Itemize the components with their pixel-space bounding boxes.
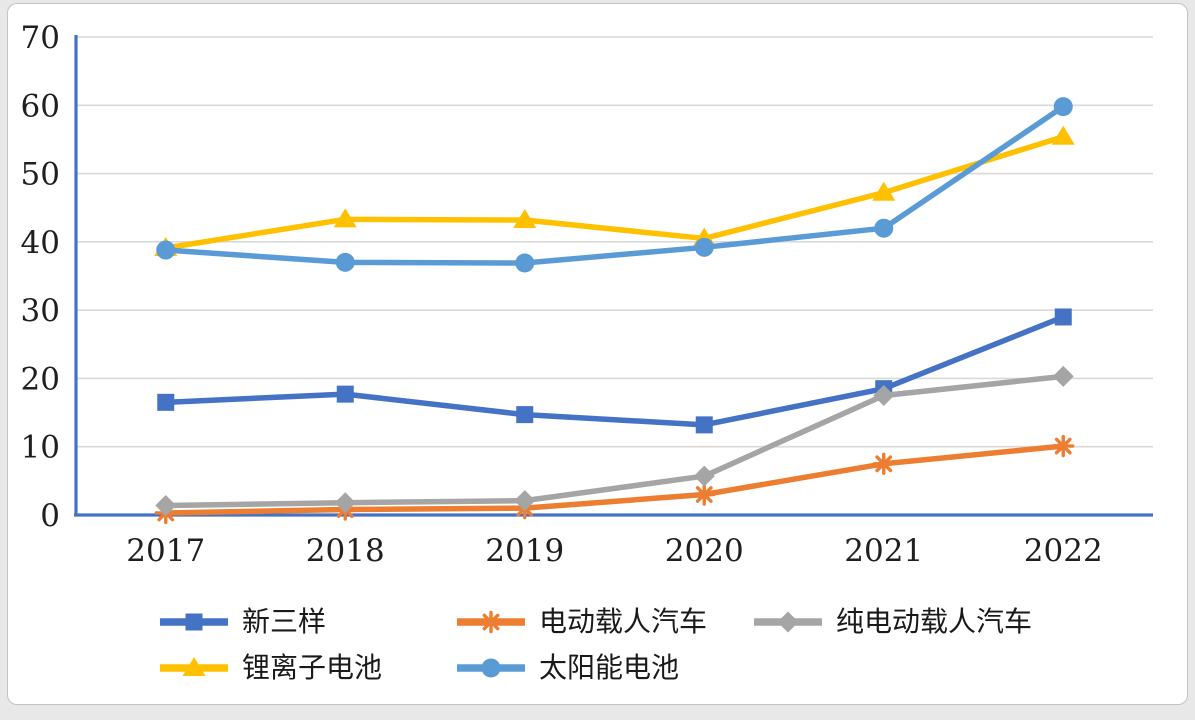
diamond-marker-icon: [155, 494, 177, 516]
y-tick-label: 20: [21, 361, 60, 397]
circle-marker-icon: [874, 218, 894, 238]
x-tick-label: 2020: [665, 533, 744, 569]
series-markers-3: [155, 365, 1074, 516]
square-marker-icon: [157, 393, 175, 411]
diamond-marker-icon: [1052, 365, 1074, 387]
y-tick-label: 30: [21, 293, 60, 329]
square-marker-icon: [1054, 308, 1072, 326]
y-tick-label: 40: [21, 225, 60, 261]
triangle-marker-icon: [333, 208, 357, 228]
square-marker-icon: [695, 416, 713, 434]
y-tick-label: 70: [21, 20, 60, 56]
square-marker-icon: [516, 406, 534, 424]
y-tick-label: 60: [21, 88, 60, 124]
asterisk-marker-icon: [695, 486, 713, 503]
diamond-marker-icon: [514, 490, 536, 512]
triangle-marker-icon: [872, 181, 896, 201]
asterisk-marker-icon: [1054, 437, 1072, 455]
diamond-marker-icon: [693, 465, 715, 487]
circle-marker-icon: [156, 240, 176, 260]
triangle-marker-icon: [1051, 125, 1075, 145]
y-tick-label: 50: [21, 157, 60, 193]
triangle-marker-icon: [513, 209, 537, 229]
x-tick-label: 2022: [1024, 533, 1103, 569]
circle-marker-icon: [515, 253, 535, 273]
series-line-3: [163, 373, 1066, 509]
series-line-5: [163, 103, 1066, 266]
y-tick-label: 0: [40, 498, 60, 534]
x-tick-label: 2021: [844, 533, 923, 569]
circle-marker-icon: [1053, 97, 1073, 117]
asterisk-marker-icon: [875, 455, 893, 473]
diamond-marker-icon: [334, 492, 356, 514]
diamond-marker-icon: [873, 385, 895, 406]
x-tick-label: 2017: [126, 533, 205, 569]
circle-marker-icon: [335, 252, 355, 272]
series-line-2: [163, 443, 1066, 516]
square-marker-icon: [336, 385, 354, 403]
circle-marker-icon: [694, 237, 714, 257]
series-line-4: [163, 133, 1066, 251]
x-tick-label: 2019: [485, 533, 564, 569]
series-line-1: [163, 314, 1066, 428]
x-tick-label: 2018: [306, 533, 385, 569]
y-tick-label: 10: [21, 430, 60, 466]
series-markers-5: [156, 97, 1073, 273]
chart-card: [7, 3, 1188, 705]
